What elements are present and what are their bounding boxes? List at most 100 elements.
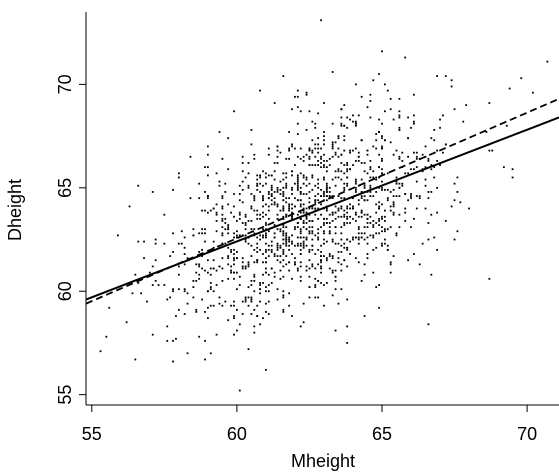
data-point [288, 238, 291, 241]
data-point [198, 263, 201, 266]
data-point [134, 358, 137, 361]
data-point [372, 170, 375, 173]
data-point [128, 205, 131, 208]
data-point [320, 261, 322, 264]
data-point [378, 224, 380, 226]
data-point [299, 279, 302, 282]
data-point [331, 257, 334, 260]
data-point [279, 255, 282, 257]
data-point [221, 207, 224, 210]
data-point [299, 248, 302, 251]
data-point [262, 261, 264, 264]
data-point [305, 215, 308, 218]
data-point [288, 197, 291, 200]
data-point [354, 236, 357, 239]
data-point [363, 195, 366, 197]
data-point [285, 263, 288, 266]
data-point [343, 215, 346, 218]
data-point [340, 207, 343, 210]
data-point [206, 166, 209, 169]
data-point [378, 153, 380, 156]
data-point [421, 170, 424, 173]
data-point [253, 232, 256, 235]
data-point [328, 213, 331, 216]
data-point [265, 224, 267, 226]
data-point [383, 83, 386, 86]
data-point [227, 255, 230, 257]
data-point [372, 234, 375, 237]
data-point [302, 242, 305, 245]
data-point [346, 342, 349, 344]
x-axis-ticks: 55 60 65 70 [82, 405, 537, 444]
data-point [337, 170, 340, 173]
data-point [265, 242, 267, 245]
data-point [372, 176, 375, 179]
data-point [389, 226, 392, 229]
data-point [381, 122, 383, 125]
data-point [247, 220, 250, 222]
data-point [294, 228, 296, 231]
data-point [331, 294, 334, 297]
data-point [392, 211, 395, 214]
data-point [215, 333, 218, 336]
data-point [311, 149, 314, 152]
data-point [320, 147, 322, 150]
data-point [291, 277, 293, 280]
data-point [354, 211, 357, 214]
data-point [378, 220, 380, 222]
data-point [395, 180, 398, 183]
data-point [430, 137, 433, 140]
data-point [389, 191, 392, 193]
data-point [267, 244, 270, 247]
data-point [340, 197, 343, 200]
data-point [302, 226, 305, 229]
y-tick-label: 70 [55, 74, 75, 94]
data-point [256, 209, 259, 212]
y-tick-label: 65 [55, 178, 75, 198]
data-point [346, 184, 349, 187]
data-point [276, 155, 279, 158]
data-point [488, 102, 491, 104]
data-point [282, 215, 285, 218]
data-point [320, 255, 322, 257]
data-point [410, 126, 412, 129]
data-point [288, 236, 291, 239]
data-point [302, 236, 305, 239]
data-point [296, 267, 299, 270]
data-point [267, 284, 270, 286]
data-point [424, 207, 427, 210]
data-point [375, 176, 378, 179]
data-point [296, 226, 299, 229]
data-point [352, 238, 354, 241]
data-point [354, 188, 357, 191]
data-point [215, 213, 218, 216]
data-point [363, 263, 366, 266]
data-point [265, 368, 267, 371]
data-point [288, 207, 291, 210]
data-point [340, 288, 343, 291]
data-point [250, 244, 253, 247]
data-point [337, 207, 340, 210]
data-point [265, 222, 267, 224]
data-point [375, 139, 378, 142]
data-point [299, 217, 302, 220]
data-point [296, 122, 299, 125]
data-point [439, 118, 441, 121]
data-point [183, 263, 186, 266]
data-point [296, 95, 299, 98]
data-point [267, 313, 270, 315]
data-point [285, 201, 288, 204]
data-point [360, 178, 363, 181]
data-point [233, 304, 235, 307]
data-point [256, 315, 259, 317]
data-point [354, 257, 357, 260]
data-point [302, 244, 305, 247]
data-point [291, 253, 293, 255]
data-point [381, 203, 383, 206]
data-point [392, 205, 395, 208]
data-point [346, 238, 349, 241]
data-point [256, 246, 259, 249]
data-point [299, 261, 302, 264]
data-point [381, 180, 383, 183]
data-point [140, 292, 143, 295]
